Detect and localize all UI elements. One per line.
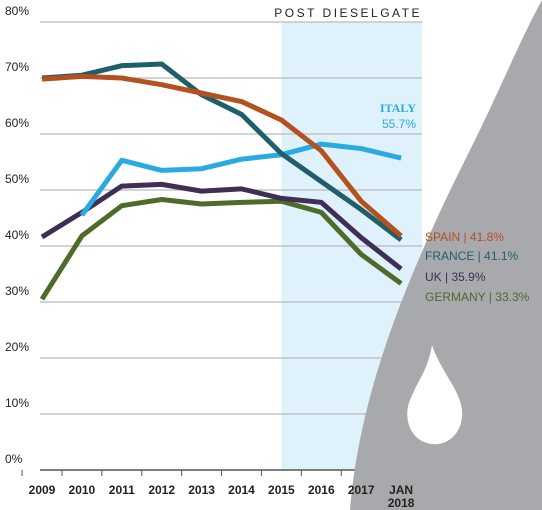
end-label: UK | 35.9% — [425, 270, 486, 284]
y-tick-label: 60% — [5, 116, 29, 130]
y-tick-label: 10% — [5, 396, 29, 410]
y-tick-label: 0% — [5, 452, 23, 466]
x-tick-label: 2016 — [302, 484, 340, 497]
x-tick-label: 2009 — [23, 484, 61, 497]
value-label: 41.1% — [484, 249, 518, 263]
x-tick-label: 2014 — [223, 484, 261, 497]
series-name: ITALY — [380, 101, 416, 115]
x-tick-label: JAN 2018 — [382, 484, 420, 510]
chart: POST DIESELGATE 0% 10% 20% 30% 40% 50% 60% 70% 80… — [0, 0, 542, 510]
end-label: GERMANY | 33.3% — [425, 290, 530, 304]
x-tick-label: 2011 — [103, 484, 141, 497]
separator: | — [485, 290, 495, 304]
y-tick-label: 30% — [5, 284, 29, 298]
separator: | — [474, 249, 484, 263]
end-label: FRANCE | 41.1% — [425, 249, 518, 263]
end-label: SPAIN | 41.8% — [425, 230, 504, 244]
series-name: FRANCE — [425, 249, 474, 263]
x-tick-label: 2017 — [342, 484, 380, 497]
x-tick-label: 2010 — [63, 484, 101, 497]
series-name: GERMANY — [425, 290, 486, 304]
value-label: 33.3% — [495, 290, 529, 304]
x-tick-label: 2013 — [183, 484, 221, 497]
value-label: 41.8% — [470, 230, 504, 244]
y-tick-label: 70% — [5, 60, 29, 74]
chart-svg: POST DIESELGATE 0% 10% 20% 30% 40% 50% 60% 70% 80… — [0, 0, 542, 510]
x-tick-label: 2012 — [143, 484, 181, 497]
y-tick-label: 50% — [5, 172, 29, 186]
separator: | — [442, 270, 452, 284]
y-tick-label: 40% — [5, 228, 29, 242]
value-label: 35.9% — [451, 270, 485, 284]
series-name: SPAIN — [425, 230, 460, 244]
series-name: UK — [425, 270, 442, 284]
y-tick-label: 80% — [5, 4, 29, 18]
highlight-label: POST DIESELGATE — [274, 6, 422, 20]
x-tick-label: 2015 — [262, 484, 300, 497]
value-label: 55.7% — [382, 117, 416, 131]
separator: | — [460, 230, 470, 244]
y-tick-label: 20% — [5, 340, 29, 354]
